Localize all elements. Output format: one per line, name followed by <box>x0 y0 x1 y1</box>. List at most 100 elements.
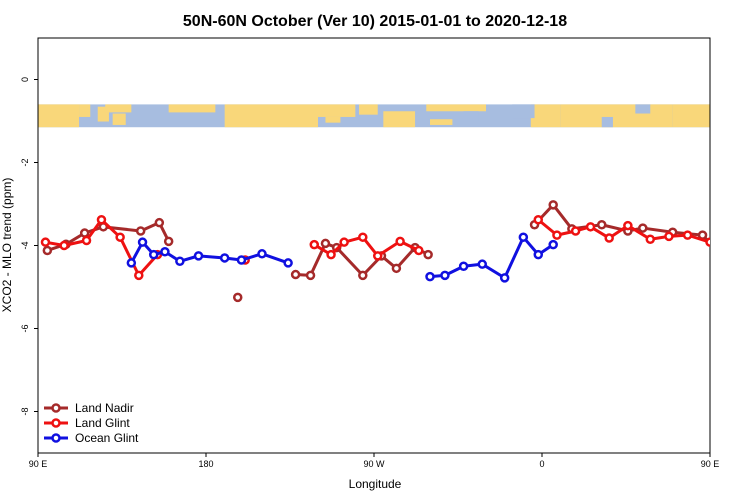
point-1-3-5 <box>623 220 633 231</box>
point-0-2-8 <box>423 249 433 260</box>
point-1-3-1 <box>552 230 562 240</box>
point-2-0-1 <box>137 237 148 247</box>
y-tick-label-4: -8 <box>20 407 30 415</box>
point-1-3-3 <box>585 222 596 232</box>
point-2-0-4 <box>175 256 185 267</box>
point-2-0-6 <box>219 253 230 263</box>
map-inlet-2 <box>601 116 613 128</box>
map-land-3 <box>105 104 132 113</box>
point-2-0-7 <box>236 255 247 265</box>
map-land-14 <box>560 104 673 128</box>
point-2-1-4 <box>499 273 510 283</box>
point-1-0-3 <box>96 215 107 225</box>
map-land-15 <box>672 104 710 128</box>
point-0-0-2 <box>79 228 90 238</box>
point-1-3-4 <box>604 233 614 243</box>
series-line-2-0 <box>130 240 289 265</box>
point-2-1-0 <box>425 271 435 282</box>
point-2-1-1 <box>440 270 450 281</box>
y-axis-label: XCO2 - MLO trend (ppm) <box>0 178 14 313</box>
legend-label-0: Land Nadir <box>75 401 134 415</box>
point-2-0-8 <box>257 249 267 259</box>
map-land-18 <box>740 104 750 112</box>
point-2-1-6 <box>533 249 544 260</box>
point-1-0-0 <box>40 237 51 247</box>
legend-marker-1 <box>51 418 61 428</box>
map-inlet-0 <box>512 104 535 119</box>
map-land-8 <box>325 116 341 123</box>
series-line-1-3 <box>537 218 710 244</box>
point-1-3-6 <box>645 234 656 245</box>
map-land-7 <box>318 104 356 117</box>
legend-marker-2 <box>51 433 61 443</box>
point-0-2-2 <box>320 238 331 249</box>
map-land-11 <box>426 104 486 112</box>
point-0-2-0 <box>290 269 301 280</box>
x-tick-label-0: 90 E <box>29 459 48 469</box>
point-1-0-4 <box>115 232 125 242</box>
point-2-0-9 <box>283 258 293 268</box>
series-ocean-glint <box>126 232 558 283</box>
x-axis-label: Longitude <box>349 477 402 491</box>
x-tick-label-4: 90 E <box>701 459 720 469</box>
point-0-0-6 <box>163 236 174 247</box>
point-2-0-0 <box>126 258 137 268</box>
legend-label-1: Land Glint <box>75 416 130 430</box>
legend-marker-0 <box>51 403 61 413</box>
point-1-2-2 <box>339 237 349 247</box>
map-land-5 <box>168 104 216 113</box>
y-axis: 0 -2 -4 -6 -8 <box>20 77 38 416</box>
plot-frame <box>37 37 711 454</box>
point-1-3-7 <box>664 231 674 242</box>
point-0-3-8 <box>714 247 721 254</box>
point-2-1-5 <box>518 232 529 242</box>
point-2-1-2 <box>458 261 469 271</box>
point-1-3-8 <box>682 230 693 240</box>
chart-title: 50N-60N October (Ver 10) 2015-01-01 to 2… <box>183 13 567 30</box>
point-2-1-3 <box>477 259 488 269</box>
y-tick-label-3: -6 <box>20 324 30 332</box>
map-land-0 <box>38 104 80 128</box>
legend-label-2: Ocean Glint <box>75 431 139 445</box>
y-tick-label-0: 0 <box>20 77 30 82</box>
map-land-13 <box>530 104 561 128</box>
map-inlet-1 <box>463 111 479 122</box>
point-1-2-5 <box>395 236 405 247</box>
series-land-glint <box>40 215 736 281</box>
point-0-0-4 <box>135 226 146 236</box>
x-tick-label-1: 180 <box>198 459 213 469</box>
point-0-0-5 <box>154 217 165 228</box>
point-1-3-10 <box>729 241 736 248</box>
world-map-band <box>38 104 750 128</box>
y-tick-label-2: -4 <box>20 241 30 249</box>
point-0-2-6 <box>391 263 402 274</box>
point-0-1-0 <box>232 292 243 303</box>
map-land-2 <box>97 106 109 122</box>
point-0-3-3 <box>596 220 607 230</box>
map-land-6 <box>224 104 318 128</box>
map-land-17 <box>732 107 743 122</box>
series-layer <box>40 200 736 303</box>
point-1-0-5 <box>134 270 144 281</box>
point-1-0-1 <box>59 240 69 251</box>
point-0-3-1 <box>548 200 558 210</box>
map-land-12 <box>430 119 453 125</box>
map-land-16 <box>714 104 725 117</box>
point-2-0-3 <box>160 246 170 257</box>
map-land-1 <box>79 104 91 117</box>
point-1-2-4 <box>372 251 383 261</box>
map-land-10 <box>383 111 416 128</box>
point-0-2-1 <box>305 270 316 281</box>
point-0-3-5 <box>638 223 648 233</box>
point-0-0-0 <box>42 245 53 256</box>
point-2-0-2 <box>148 249 159 260</box>
x-tick-label-3: 0 <box>539 459 544 469</box>
map-land-4 <box>112 113 126 125</box>
point-1-3-2 <box>570 226 581 236</box>
y-tick-label-1: -2 <box>20 158 30 166</box>
map-land-9 <box>359 104 378 115</box>
point-1-0-2 <box>81 235 92 246</box>
